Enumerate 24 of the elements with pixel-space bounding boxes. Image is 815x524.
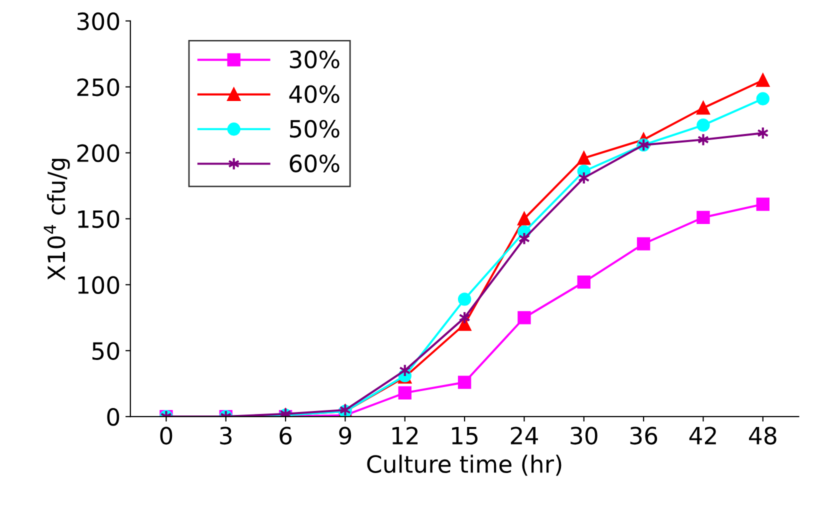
x-tick-label: 30 bbox=[570, 426, 598, 445]
x-tick-label: 3 bbox=[220, 426, 232, 445]
x-tick-label: 6 bbox=[280, 426, 292, 445]
y-tick-label: 150 bbox=[78, 210, 120, 228]
x-axis-title: Culture time (hr) bbox=[367, 454, 562, 476]
x-tick-label: 12 bbox=[392, 426, 418, 444]
x-tick-label: 15 bbox=[452, 427, 478, 445]
y-tick-label: 100 bbox=[78, 276, 120, 294]
y-tick-label: 250 bbox=[77, 78, 120, 96]
y-axis-title: X10$^{4}$ cfu/g bbox=[44, 158, 70, 280]
y-tick-label: 300 bbox=[77, 12, 120, 30]
y-tick-label: 200 bbox=[77, 144, 120, 162]
y-tick-label: 0 bbox=[107, 408, 120, 426]
x-tick-label: 36 bbox=[630, 426, 658, 445]
x-tick-label: 42 bbox=[689, 426, 716, 444]
legend-label: 40% bbox=[289, 85, 340, 104]
x-tick-label: 0 bbox=[160, 426, 172, 445]
legend-label: 50% bbox=[290, 120, 340, 138]
x-tick-label: 48 bbox=[749, 426, 776, 445]
legend-label: 60% bbox=[290, 154, 340, 172]
x-tick-label: 24 bbox=[510, 426, 538, 444]
y-tick-label: 50 bbox=[92, 342, 120, 360]
x-tick-label: 9 bbox=[339, 426, 352, 445]
legend-label: 30% bbox=[290, 50, 340, 68]
